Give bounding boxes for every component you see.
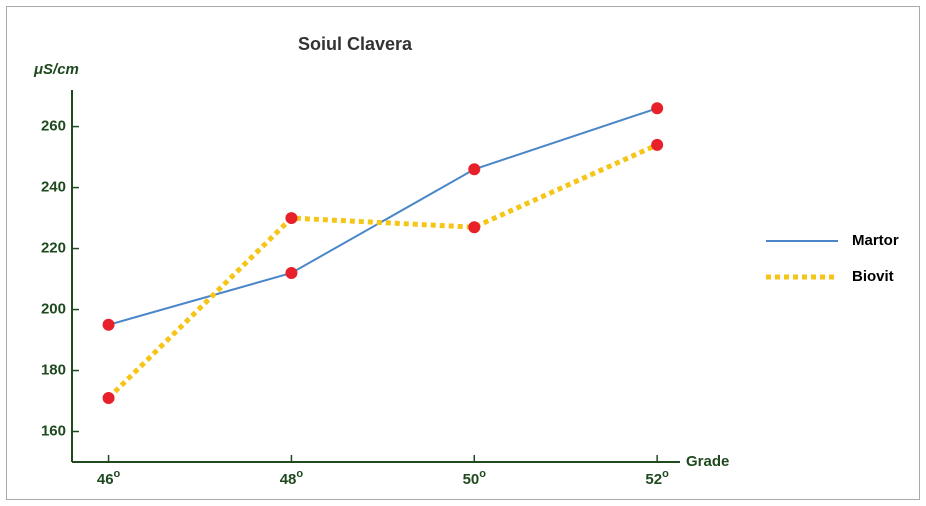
y-tick-label: 240 (41, 179, 66, 196)
data-point (285, 266, 298, 279)
data-point (651, 138, 664, 151)
y-tick-label: 200 (41, 301, 66, 318)
data-point (285, 212, 298, 225)
data-point (102, 318, 115, 331)
y-tick-label: 220 (41, 240, 66, 257)
data-point (102, 391, 115, 404)
y-tick-label: 180 (41, 361, 66, 378)
data-point (651, 102, 664, 115)
series-line (106, 142, 659, 400)
legend-label: Biovit (852, 268, 894, 285)
y-tick-label: 160 (41, 422, 66, 439)
x-tick-label: 48o (280, 468, 304, 488)
chart-title: Soiul Clavera (298, 34, 413, 54)
y-axis-label: μS/cm (33, 61, 79, 78)
data-point (468, 221, 481, 234)
frame (6, 6, 920, 500)
legend-label: Martor (852, 232, 899, 249)
y-tick-label: 260 (41, 118, 66, 135)
series-line (108, 107, 658, 326)
x-tick-label: 50o (463, 468, 487, 488)
x-axis-label: Grade (686, 453, 729, 470)
data-point (468, 163, 481, 176)
x-tick-label: 46o (97, 468, 121, 488)
x-tick-label: 52o (645, 468, 669, 488)
